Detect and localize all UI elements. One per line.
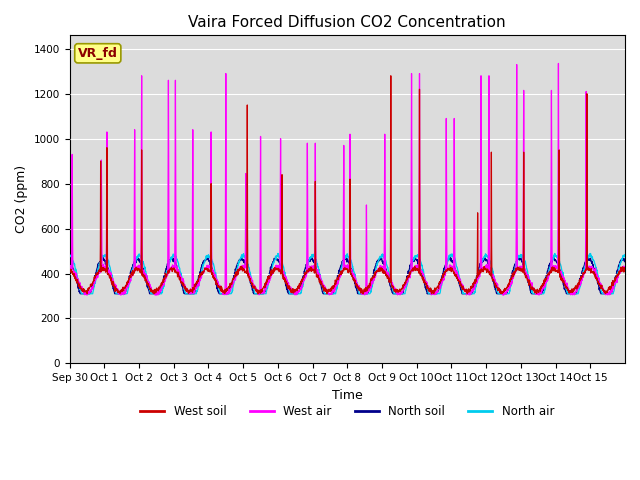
Text: VR_fd: VR_fd bbox=[78, 47, 118, 60]
Title: Vaira Forced Diffusion CO2 Concentration: Vaira Forced Diffusion CO2 Concentration bbox=[188, 15, 506, 30]
Legend: West soil, West air, North soil, North air: West soil, West air, North soil, North a… bbox=[136, 401, 559, 423]
X-axis label: Time: Time bbox=[332, 389, 363, 402]
Y-axis label: CO2 (ppm): CO2 (ppm) bbox=[15, 165, 28, 233]
